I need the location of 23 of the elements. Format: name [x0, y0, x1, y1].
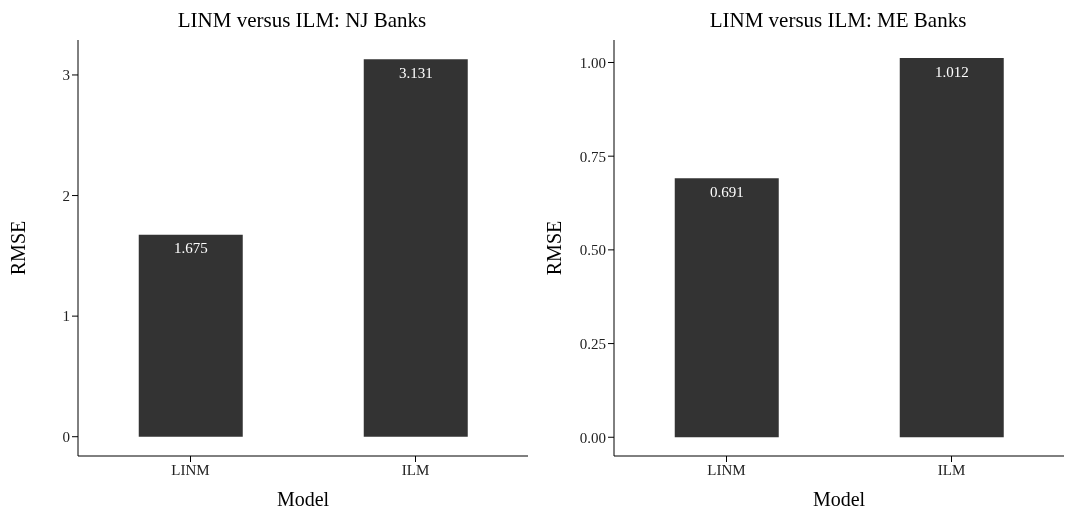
x-tick-label: LINM: [171, 461, 210, 478]
chart-title: LINM versus ILM: NJ Banks: [176, 8, 428, 34]
y-tick-label: 0.50: [579, 242, 606, 259]
y-axis-title: RMSE: [7, 220, 30, 276]
x-tick-label: ILM: [937, 461, 966, 478]
y-axis-title: RMSE: [543, 220, 566, 276]
y-tick-label: 0.00: [579, 429, 606, 446]
data-label: 1.675: [173, 240, 208, 257]
y-tick-label: 0.75: [579, 148, 606, 165]
x-axis-title: Model: [276, 488, 330, 510]
y-tick-label: 2: [62, 187, 70, 204]
y-tick-label: 1: [62, 308, 70, 325]
chart-title: LINM versus ILM: ME Banks: [708, 8, 968, 34]
x-axis-title: Model: [812, 488, 866, 510]
data-label: 0.691: [709, 183, 744, 200]
y-tick-label: 0: [62, 429, 70, 446]
x-tick-label: LINM: [707, 461, 746, 478]
data-label: 3.131: [398, 64, 433, 81]
y-tick-label: 0.25: [579, 335, 606, 352]
x-tick-label: ILM: [401, 461, 430, 478]
y-tick-label: 1.00: [579, 54, 606, 71]
data-label: 1.012: [934, 63, 969, 80]
y-tick-label: 3: [62, 67, 70, 84]
